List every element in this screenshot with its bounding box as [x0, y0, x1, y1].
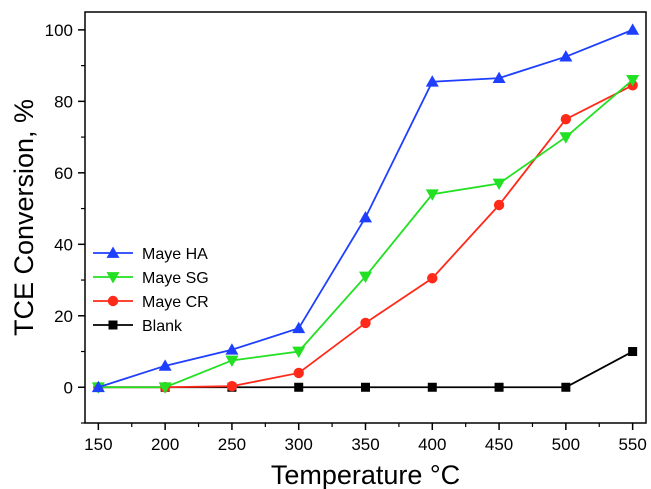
- x-tick-label: 200: [151, 435, 179, 454]
- y-tick-label: 60: [54, 164, 73, 183]
- data-point-maye-ha: [91, 380, 105, 393]
- series-blank: [93, 347, 638, 392]
- series-maye-sg: [91, 75, 640, 394]
- legend: Maye HA Maye SG Maye CR Blank: [93, 246, 209, 335]
- y-tick-label: 40: [54, 235, 73, 254]
- data-point-maye-sg: [359, 271, 372, 283]
- x-tick-label: 150: [84, 435, 112, 454]
- data-point-maye-cr: [493, 199, 505, 211]
- legend-item-maye-ha: Maye HA: [93, 246, 208, 263]
- x-tick-label: 400: [418, 435, 446, 454]
- legend-marker: [107, 295, 119, 307]
- legend-item-maye-sg: Maye SG: [93, 270, 209, 287]
- data-point-blank: [628, 347, 638, 357]
- y-axis-title: TCE Conversion, %: [9, 99, 39, 336]
- data-point-maye-ha: [359, 211, 372, 223]
- legend-marker: [106, 246, 120, 258]
- data-point-maye-ha: [158, 359, 172, 371]
- series-line-maye-sg: [98, 79, 634, 389]
- data-point-maye-ha: [292, 321, 306, 334]
- data-point-maye-sg: [425, 189, 439, 201]
- data-point-maye-ha: [559, 50, 573, 62]
- data-point-blank: [561, 382, 571, 392]
- y-axis-ticks: 0 20 40 60 80 100: [45, 21, 85, 424]
- legend-label: Maye HA: [142, 246, 208, 263]
- data-point-blank: [294, 382, 304, 392]
- data-point-maye-sg: [158, 382, 172, 394]
- data-point-maye-sg: [626, 75, 640, 87]
- legend-label: Blank: [142, 318, 183, 335]
- data-point-maye-sg: [292, 346, 306, 359]
- series-line-maye-cr: [98, 84, 634, 389]
- data-point-maye-sg: [559, 132, 573, 144]
- x-axis-title: Temperature °C: [271, 460, 460, 489]
- x-tick-label: 350: [351, 435, 379, 454]
- y-tick-label: 80: [54, 92, 73, 111]
- x-tick-label: 300: [285, 435, 313, 454]
- legend-marker: [106, 272, 120, 284]
- x-tick-label: 500: [552, 435, 580, 454]
- data-point-maye-cr: [560, 114, 572, 125]
- y-tick-label: 0: [64, 378, 73, 397]
- data-point-maye-ha: [225, 343, 239, 355]
- data-point-maye-ha: [626, 23, 640, 35]
- x-tick-label: 450: [485, 435, 513, 454]
- data-point-blank: [361, 382, 370, 392]
- data-point-maye-cr: [226, 380, 238, 392]
- series-maye-cr: [93, 80, 638, 393]
- data-point-maye-ha: [425, 75, 439, 87]
- x-tick-label: 550: [618, 435, 646, 454]
- legend-marker: [108, 320, 118, 330]
- data-point-maye-sg: [492, 178, 506, 191]
- series-layer: [91, 23, 640, 394]
- x-axis-ticks: 150 200 250 300 350 400 450 500 550: [84, 423, 647, 454]
- data-point-maye-cr: [293, 367, 304, 379]
- x-tick-label: 250: [218, 435, 246, 454]
- data-point-blank: [427, 382, 437, 392]
- legend-label: Maye CR: [142, 294, 209, 311]
- data-point-maye-ha: [492, 71, 506, 83]
- data-point-maye-cr: [427, 273, 438, 284]
- data-point-maye-sg: [225, 355, 239, 367]
- y-tick-label: 100: [45, 21, 73, 40]
- y-tick-label: 20: [54, 307, 73, 326]
- data-point-blank: [494, 382, 504, 392]
- series-maye-ha: [91, 23, 640, 393]
- data-point-maye-cr: [360, 317, 371, 329]
- legend-label: Maye SG: [142, 270, 209, 287]
- legend-item-maye-cr: Maye CR: [93, 294, 209, 311]
- legend-item-blank: Blank: [93, 318, 183, 335]
